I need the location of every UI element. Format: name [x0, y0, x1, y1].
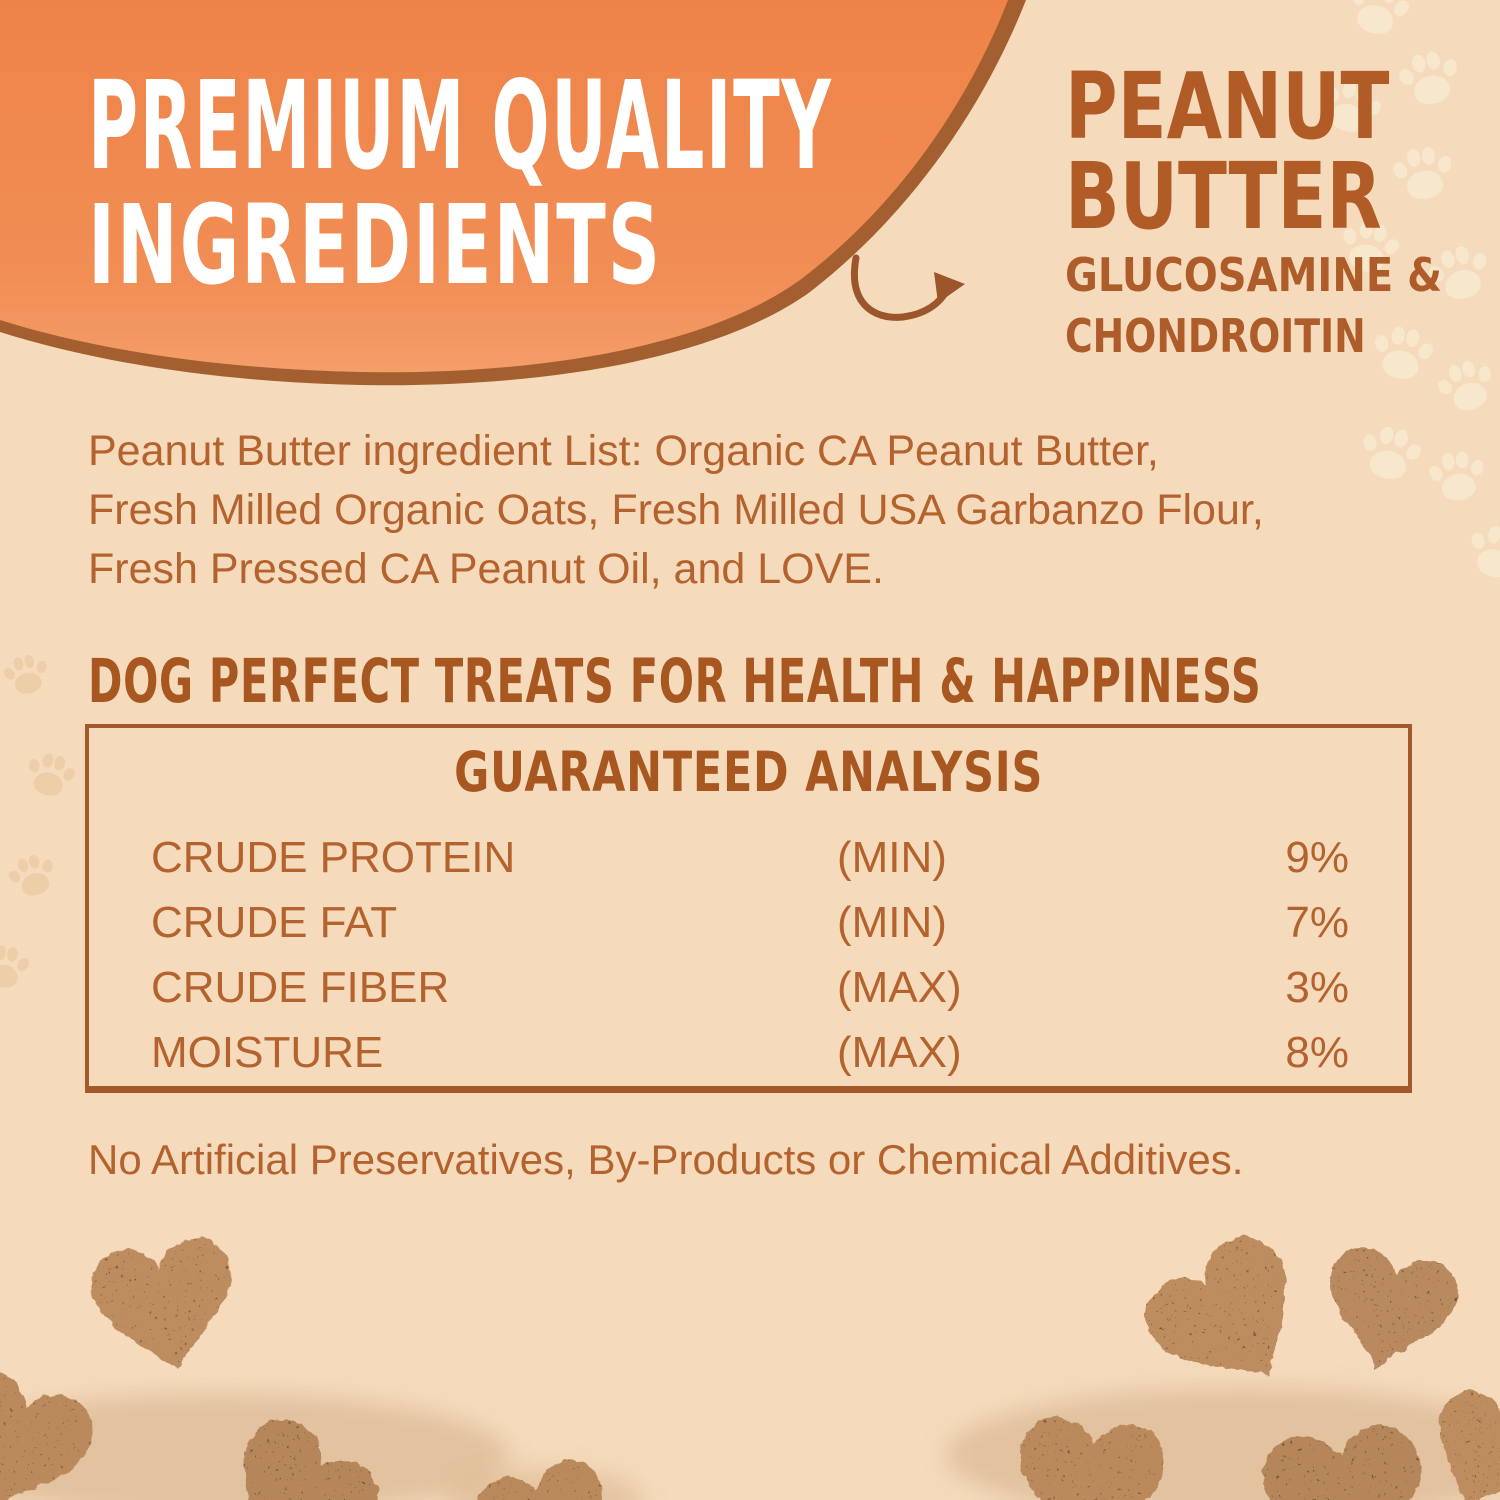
analysis-title-row: GUARANTEED ANALYSIS [89, 745, 1408, 800]
treats-photo [0, 1222, 1500, 1500]
nutrient-basis: (MAX) [837, 1027, 962, 1077]
guaranteed-analysis-box: GUARANTEED ANALYSIS CRUDE PROTEIN (MIN) … [85, 724, 1412, 1093]
product-name-line1: PEANUT [1065, 53, 1390, 160]
analysis-row: CRUDE PROTEIN (MIN) 9% [89, 825, 1408, 890]
header-blob [0, 0, 1026, 386]
nutrient-value: 7% [1285, 897, 1349, 947]
paw-print-icon [0, 651, 54, 699]
badge-title-line1: PREMIUM QUALITY [88, 55, 833, 197]
nutrient-basis: (MAX) [837, 962, 962, 1012]
product-subtitle-line2: CHONDROITIN [1065, 309, 1366, 363]
nutrient-value: 8% [1285, 1027, 1349, 1077]
product-subtitle-line1: GLUCOSAMINE & [1065, 248, 1442, 302]
curved-arrow-icon [851, 254, 965, 321]
paw-print-icon [3, 849, 62, 903]
heart-treat [85, 1232, 246, 1383]
nutrient-name: MOISTURE [151, 1027, 384, 1077]
paw-print-trail-left [0, 651, 81, 991]
analysis-title: GUARANTEED ANALYSIS [453, 740, 1044, 804]
nutrient-name: CRUDE FAT [151, 897, 398, 947]
nutrient-name: CRUDE FIBER [151, 962, 450, 1012]
nutrient-name: CRUDE PROTEIN [151, 832, 516, 882]
nutrient-basis: (MIN) [837, 897, 947, 947]
ingredient-list-paragraph: Peanut Butter ingredient List: Organic C… [88, 427, 1264, 593]
blob-shape [0, 0, 1008, 373]
analysis-rows: CRUDE PROTEIN (MIN) 9% CRUDE FAT (MIN) 7… [89, 825, 1408, 1085]
paw-print-icon [20, 748, 81, 802]
analysis-row: MOISTURE (MAX) 8% [89, 1020, 1408, 1085]
heart-treat [1314, 1240, 1464, 1382]
nutrient-value: 9% [1285, 832, 1349, 882]
tagline-heading: DOG PERFECT TREATS FOR HEALTH & HAPPINES… [88, 646, 1262, 717]
nutrient-basis: (MIN) [837, 832, 947, 882]
nutrient-value: 3% [1285, 962, 1349, 1012]
badge-title-line2: INGREDIENTS [88, 181, 663, 309]
product-name-line2: BUTTER [1065, 143, 1382, 250]
analysis-row: CRUDE FIBER (MAX) 3% [89, 955, 1408, 1020]
footnote-text: No Artificial Preservatives, By-Products… [88, 1136, 1244, 1183]
analysis-row: CRUDE FAT (MIN) 7% [89, 890, 1408, 955]
paw-print-icon [0, 942, 33, 991]
